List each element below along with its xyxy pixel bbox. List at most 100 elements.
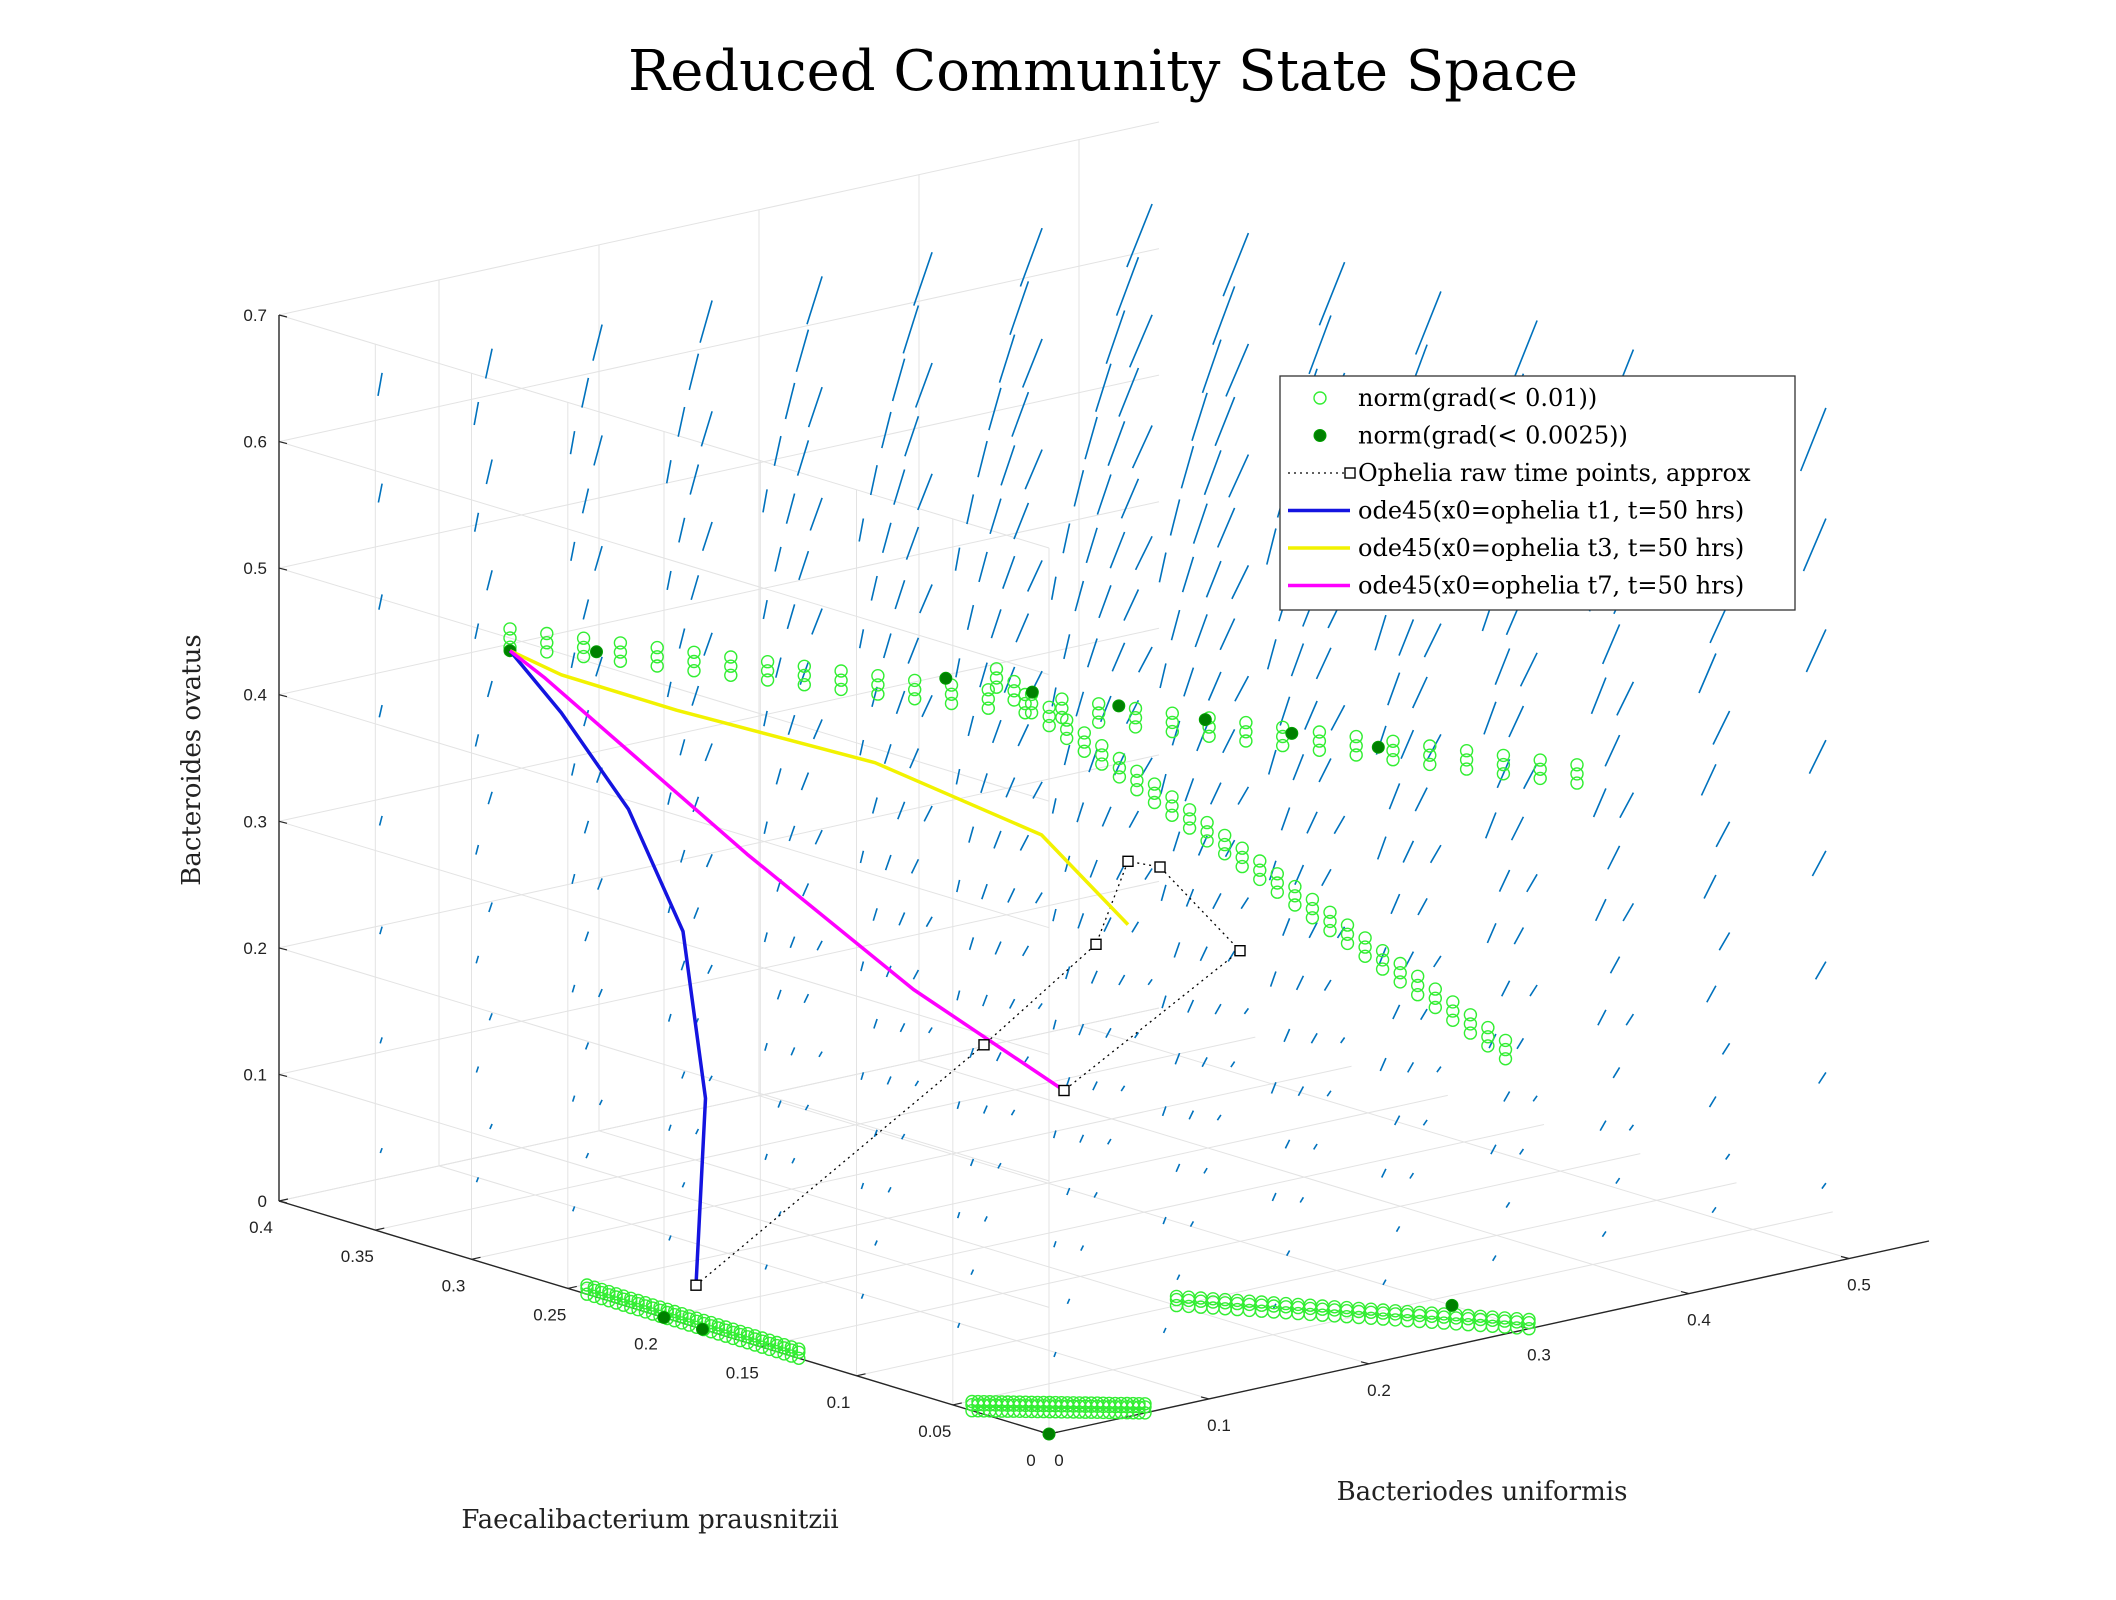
lowgrad-point [1194, 1291, 1208, 1305]
lowgrad-point [1340, 936, 1355, 951]
lowgrad-point [1473, 1309, 1488, 1324]
lowgrad-point [613, 654, 628, 668]
quiver-arrow [1308, 922, 1318, 939]
grid-line [278, 441, 1050, 676]
lowgrad-point [762, 1333, 777, 1347]
quiver-arrow [1231, 565, 1250, 600]
quiver-arrow [1214, 396, 1236, 447]
z-tick [278, 1200, 288, 1204]
quiver-arrow [1615, 1177, 1621, 1185]
lowgrad-point [616, 1289, 631, 1303]
chart-title: Reduced Community State Space [628, 39, 1578, 104]
quiver-arrow [895, 690, 906, 715]
quiver-arrow [487, 791, 493, 805]
quiver-arrow [571, 1095, 576, 1102]
quiver-arrow [860, 1072, 865, 1081]
lowgrad-point [1386, 743, 1400, 758]
quiver-arrow [789, 936, 796, 949]
quiver-arrow [802, 883, 810, 897]
lowgrad-point [631, 1293, 645, 1308]
lowgrad-point [726, 1322, 740, 1336]
quiver-arrow [1814, 961, 1827, 980]
quiver-arrow [980, 773, 988, 794]
quiver-arrow [1597, 1009, 1607, 1026]
quiver-arrow [775, 768, 782, 785]
quiver-arrow [1141, 757, 1153, 776]
quiver-arrow [1002, 555, 1016, 589]
quiver-field [377, 203, 1827, 1358]
quiver-arrow [1393, 1115, 1401, 1126]
quiver-arrow [874, 1240, 878, 1246]
lowgrad-point [1358, 931, 1372, 945]
quiver-arrow [904, 416, 920, 457]
quiver-arrow [869, 465, 878, 496]
quiver-arrow [872, 908, 878, 921]
quiver-arrow [1131, 425, 1153, 469]
quiver-arrow [1392, 1004, 1401, 1020]
lowgrad-point [1007, 684, 1021, 698]
quiver-arrow [1417, 898, 1428, 916]
raw-time-point [1154, 861, 1166, 873]
quiver-arrow [1194, 614, 1208, 648]
grid-line [278, 314, 1050, 549]
quiver-arrow [1382, 1279, 1387, 1286]
quiver-arrow [763, 821, 768, 834]
lowgrad-point [733, 1324, 747, 1339]
quiver-arrow [804, 1104, 810, 1111]
quiver-arrow [665, 460, 672, 484]
quiver-arrow [1169, 499, 1181, 536]
quiver-arrow [1340, 1037, 1346, 1044]
quiver-arrow [1395, 1225, 1401, 1233]
lowgrad-point [724, 659, 738, 673]
quiver-arrow [788, 825, 796, 842]
lowgrad-point [1128, 711, 1143, 725]
quiver-arrow [1706, 985, 1717, 1003]
x-tick-label: 0.4 [1687, 1311, 1711, 1330]
quiver-arrow [1191, 392, 1208, 442]
lowgrad-point [770, 1344, 784, 1359]
quiver-arrow [598, 1099, 603, 1106]
lowgrad-point [1059, 722, 1074, 736]
lowgrad-point [1095, 757, 1109, 771]
quiver-arrow [1590, 677, 1607, 715]
quiver-arrow [693, 907, 700, 919]
lowgrad-point [724, 668, 738, 682]
lowgrad-point [784, 1340, 799, 1354]
lowgrad-point [1570, 776, 1584, 790]
quiver-arrow [1508, 705, 1525, 738]
quiver-arrow [1436, 1066, 1442, 1073]
quiver-arrow [977, 440, 988, 478]
quiver-arrow [1292, 754, 1305, 781]
lowgrad-point [1428, 982, 1443, 996]
quiver-arrow [1086, 638, 1098, 668]
quiver-arrow [1308, 315, 1332, 375]
legend-box [1279, 375, 1796, 611]
quiver-arrow [1318, 261, 1346, 326]
quiver-arrow [1486, 922, 1497, 944]
lowgrad-point [675, 1306, 689, 1321]
quiver-arrow [893, 469, 906, 505]
quiver-arrow [1078, 1023, 1085, 1036]
lowgrad-point [1077, 744, 1092, 758]
quiver-arrow [1599, 1120, 1607, 1131]
lowgrad-point [760, 655, 775, 669]
quiver-arrow [592, 324, 603, 361]
quiver-arrow [923, 805, 933, 822]
lowgrad-point [719, 1329, 733, 1343]
lowgrad-point [1128, 701, 1143, 716]
quiver-arrow [593, 435, 603, 466]
quiver-arrow [1306, 811, 1318, 834]
quiver-arrow [1601, 624, 1621, 665]
lowgrad-point [1358, 949, 1372, 963]
quiver-arrow [1162, 1216, 1167, 1225]
quiver-arrow [700, 411, 713, 447]
quiver-arrow [1237, 786, 1250, 805]
lowgrad-point [1340, 918, 1355, 932]
lowgrad-point [1165, 715, 1180, 730]
lowgrad-point [704, 1315, 718, 1330]
quiver-arrow [1295, 975, 1305, 991]
quiver-arrow [1484, 812, 1497, 839]
quiver-arrow [1095, 363, 1112, 412]
lowgrad-point [740, 1336, 755, 1350]
quiver-arrow [1170, 609, 1181, 641]
